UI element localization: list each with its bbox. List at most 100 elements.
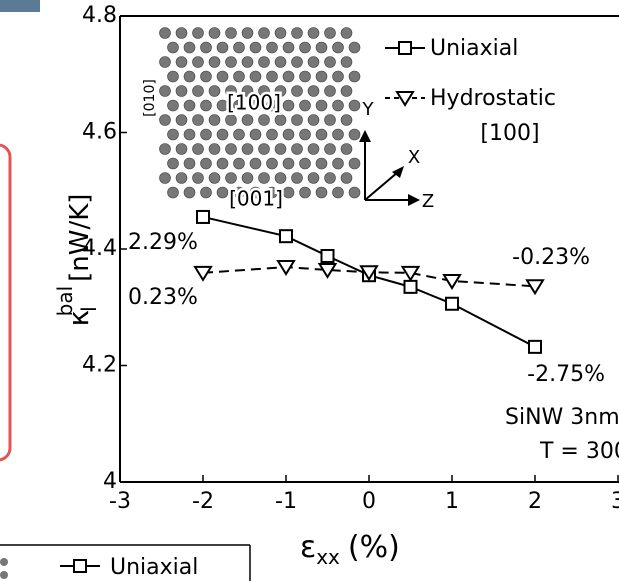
atom (307, 56, 320, 68)
atom (291, 114, 303, 126)
marker (193, 265, 213, 282)
atom (225, 143, 237, 155)
atom (324, 172, 336, 184)
atom (216, 41, 229, 54)
atom (274, 27, 287, 39)
x-tick-label: -2 (192, 489, 214, 514)
atom (282, 186, 295, 199)
atom (192, 56, 204, 68)
annotation: 2.29% (128, 230, 198, 255)
atom (282, 99, 295, 112)
atom (299, 157, 311, 170)
atom (282, 157, 295, 170)
atom (249, 128, 262, 141)
inset-label: [001] (229, 187, 283, 211)
atom (274, 56, 287, 68)
y-tick-label: 4.4 (82, 236, 117, 261)
marker (317, 262, 338, 279)
atom (183, 41, 196, 54)
atom (340, 27, 353, 39)
y-tick-label: 4.6 (82, 120, 117, 145)
annotation: SiNW 3nmX3nm (505, 405, 619, 430)
atom (315, 157, 328, 170)
atom (258, 56, 270, 68)
atom (258, 114, 270, 126)
legend-note: [100] (480, 121, 539, 146)
atom (340, 143, 353, 155)
atom (307, 85, 320, 97)
atom (208, 172, 221, 184)
atom (340, 85, 353, 97)
atom (307, 172, 320, 184)
marker (196, 209, 210, 224)
atom (332, 99, 344, 112)
atom (258, 85, 270, 97)
x-axis-label-part: ε (300, 530, 316, 565)
inset-label: [010] (142, 79, 158, 117)
atom (348, 128, 361, 141)
y-axis-label-part: bal (53, 286, 77, 317)
cropped-legend-marker (73, 559, 87, 573)
atom (266, 41, 278, 54)
atom (249, 70, 262, 83)
x-tick-label: 3 (611, 489, 619, 514)
arrowhead (359, 130, 371, 142)
atom (200, 186, 212, 199)
atom (192, 85, 204, 97)
marker (400, 265, 421, 282)
inset-axis-label: Z (422, 191, 434, 212)
y-axis-label-part: l (77, 306, 101, 312)
cropped-block (0, 0, 40, 12)
atom (225, 56, 237, 68)
atom (200, 157, 212, 170)
atom (299, 99, 311, 112)
x-tick-label: 1 (445, 489, 459, 514)
atom (299, 70, 311, 83)
cropped-frame (0, 143, 12, 462)
x-axis-label-part: (%) (348, 530, 400, 565)
atom (233, 157, 245, 170)
atom (167, 157, 179, 170)
atom (332, 128, 344, 141)
atom (175, 172, 188, 184)
atom (258, 27, 270, 39)
atom (348, 186, 361, 199)
atom (225, 114, 237, 126)
atom (159, 172, 171, 184)
atom (233, 186, 245, 199)
marker (403, 279, 418, 294)
atom (249, 99, 262, 112)
y-tick-label: 4 (103, 469, 117, 494)
arrowhead (408, 194, 420, 206)
atom (216, 128, 229, 141)
atom (332, 157, 344, 170)
atom (348, 99, 361, 112)
marker (445, 296, 459, 311)
y-axis-label-part: κ (62, 310, 95, 327)
atom (315, 41, 328, 54)
atom (282, 70, 295, 83)
atom (324, 114, 336, 126)
marker (525, 279, 545, 296)
atom (225, 27, 237, 39)
atom (183, 99, 196, 112)
atom (192, 172, 204, 184)
atom (208, 143, 221, 155)
atom (192, 143, 204, 155)
atom (266, 99, 278, 112)
x-axis-label-part: xx (316, 545, 340, 569)
atom (315, 128, 328, 141)
atom (266, 186, 278, 199)
x-tick-label: 0 (362, 489, 376, 514)
atom (167, 186, 179, 199)
atom (266, 157, 278, 170)
atom (324, 56, 336, 68)
atom (324, 85, 336, 97)
atom (307, 114, 320, 126)
atom (167, 99, 179, 112)
x-axis-label: εxx (%) (300, 530, 400, 569)
atom (291, 85, 303, 97)
atom (324, 143, 336, 155)
atom (241, 27, 254, 39)
atom (291, 27, 303, 39)
